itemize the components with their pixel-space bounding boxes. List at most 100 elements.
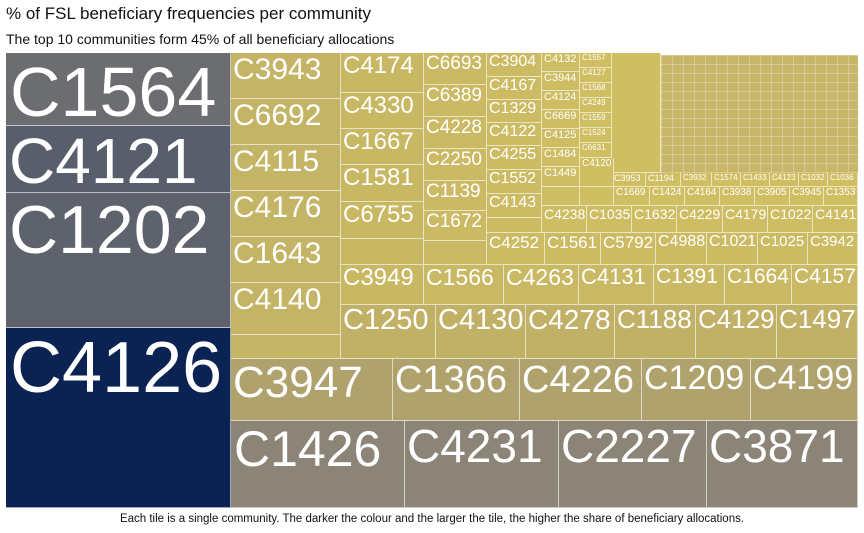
treemap-tile-label: C4143 [489,194,537,211]
treemap-tile: C1667 [341,129,424,165]
treemap-tile: C1188 [615,305,696,359]
treemap-tile-label: C4130 [438,305,524,336]
treemap-tile: C6631 [580,143,612,158]
treemap-tile-label: C4255 [489,146,537,163]
treemap-tile-label: C4226 [522,359,634,401]
treemap-tile-label: C1202 [9,193,210,268]
treemap-tile: C1497 [777,305,858,359]
treemap-tile-label: C1568 [582,83,606,92]
treemap-tile: C1574 [712,173,741,187]
treemap-tile-label: C4123 [772,173,796,182]
treemap-tile: C1202 [6,193,231,328]
treemap-tile: C4157 [792,265,858,305]
treemap-tile-label: C4988 [658,233,706,250]
treemap-tile-label: C1643 [233,237,322,270]
treemap-tile: C4115 [231,145,341,191]
treemap-tile-label: C4238 [544,206,586,222]
treemap-tile-label: C1581 [343,165,414,191]
treemap-tile-label: C6669 [544,110,577,122]
treemap-tile: C1484 [542,148,580,167]
treemap-tile: C4330 [341,93,424,129]
treemap-tile-label: C6389 [426,85,482,106]
treemap-tile: C4123 [770,173,799,187]
treemap-tile: C4231 [405,421,559,508]
treemap-tile: C3953 [612,173,646,187]
treemap-tile: C4164 [685,187,720,206]
treemap-tile-label: C4129 [698,305,775,334]
treemap-tile-label: C4164 [687,187,717,198]
treemap-tile: C1449 [542,167,580,187]
treemap-tile-label: C4157 [794,265,856,288]
treemap-tile: C6692 [231,99,341,145]
treemap-tile-label: C5792 [603,233,654,252]
treemap-tile: C1036 [828,173,858,187]
treemap-tile-label: C1524 [582,128,606,137]
treemap-tile: C1559 [580,113,612,128]
treemap-tile-label: C4120 [582,158,612,169]
treemap-tile-label: C1552 [489,170,537,187]
treemap-tile-label: C1433 [743,173,767,182]
treemap-tile: C3943 [231,53,341,99]
treemap-tile-label: C1484 [544,148,577,160]
treemap-tile-label: C1426 [234,421,382,477]
treemap-tile: C1032 [799,173,828,187]
treemap-filler [542,187,580,206]
treemap-tile: C3905 [755,187,790,206]
treemap-tile-label: C4131 [581,265,646,289]
treemap-tile-label: C4278 [528,305,611,335]
treemap-tile-label: C1669 [616,187,646,198]
treemap-tile: C5792 [601,233,656,265]
treemap-tile-label: C1139 [426,181,481,202]
treemap-small-tiles [661,55,858,173]
treemap-tile: C3904 [487,53,542,77]
treemap-tile: C1209 [642,359,751,421]
treemap-tile: C2250 [424,149,487,181]
treemap-tile: C1139 [424,181,487,211]
treemap-tile: C1643 [231,237,341,283]
treemap-tile: C1025 [758,233,808,265]
treemap-filler [612,53,661,173]
treemap-tile-label: C3938 [722,187,752,198]
treemap-tile-label: C4127 [582,68,606,77]
treemap-tile-label: C4249 [582,98,606,107]
treemap-tile: C4130 [436,305,526,359]
treemap-tile: C4199 [751,359,858,421]
treemap-tile-label: C4115 [233,145,320,178]
chart-caption: Each tile is a single community. The dar… [119,513,745,525]
treemap-tile-label: C4174 [343,53,414,79]
treemap-tile-label: C3943 [233,53,322,86]
treemap-tile: C4238 [542,206,587,233]
treemap-tile: C4226 [520,359,642,421]
treemap-tile: C1329 [487,100,542,123]
treemap-tile-label: C3949 [343,265,414,291]
treemap-tile-label: C1209 [644,359,745,397]
treemap-tile-label: C6693 [426,53,482,74]
treemap-tile: C4121 [6,126,231,193]
treemap-tile-label: C1032 [801,173,825,182]
treemap-tile: C4263 [504,265,579,305]
treemap-tile-label: C1035 [589,206,631,222]
treemap-tile-label: C4167 [489,77,537,94]
treemap-tile-label: C1632 [634,206,676,222]
treemap-tile-label: C4176 [233,191,322,224]
treemap-tile-label: C1366 [395,359,507,401]
treemap-tile-label: C4122 [489,123,537,140]
treemap-tile: C4129 [696,305,777,359]
treemap-tile: C4131 [579,265,654,305]
treemap-tile-label: C1564 [10,53,217,126]
treemap-tile: C4229 [677,206,723,233]
treemap-tile: C4179 [723,206,768,233]
treemap-tile-label: C2250 [426,149,482,170]
treemap-tile: C4176 [231,191,341,237]
treemap-tile: C1366 [393,359,520,421]
treemap-tile-label: C1250 [343,305,429,336]
treemap-tile-label: C3904 [489,53,537,70]
treemap-tile-label: C6692 [233,99,322,132]
treemap-tile: C1672 [424,211,487,241]
treemap-tile-label: C3871 [709,421,845,472]
treemap-tile: C4252 [487,233,545,265]
treemap-tile-label: C3945 [792,187,822,198]
treemap-tile-label: C1667 [343,129,414,155]
treemap-filler [231,335,341,359]
treemap-tile-label: C6755 [343,202,414,228]
